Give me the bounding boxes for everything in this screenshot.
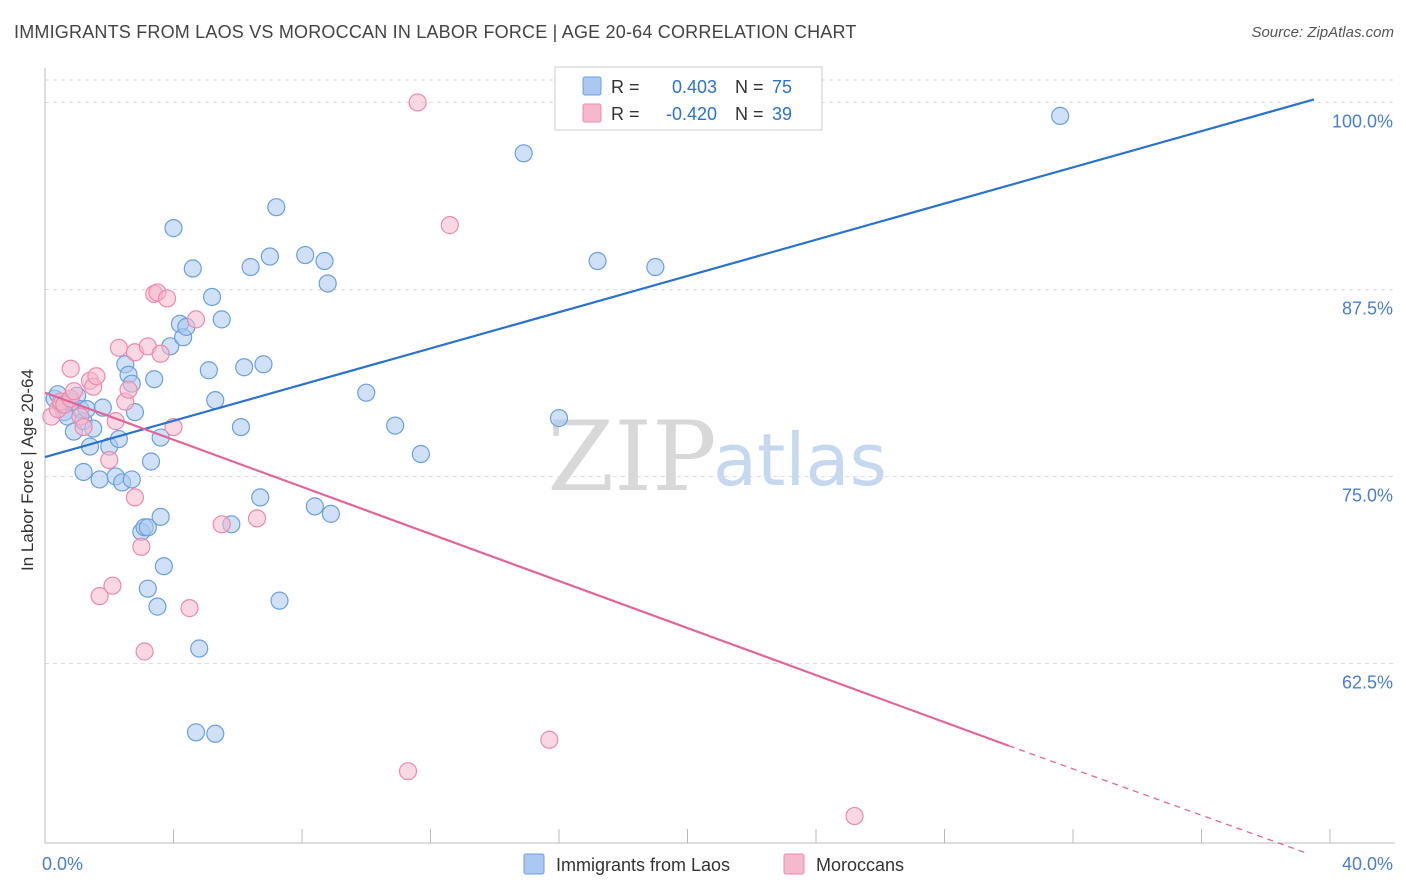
pink-point <box>540 730 559 749</box>
blue-point <box>549 409 569 428</box>
blue-point <box>90 470 109 489</box>
chart-title: IMMIGRANTS FROM LAOS VS MOROCCAN IN LABO… <box>14 22 857 42</box>
bottom-legend-label-laos: Immigrants from Laos <box>556 855 730 875</box>
pink-point <box>845 806 864 826</box>
blue-point <box>206 391 225 410</box>
pink-point <box>61 359 80 378</box>
pink-point <box>135 642 154 661</box>
pink-point <box>180 599 199 618</box>
trend-lines <box>44 98 1315 855</box>
watermark-atlas: atlas <box>713 418 887 502</box>
pink-point <box>87 367 106 386</box>
tick-labels: 100.0% 87.5% 75.0% 62.5% 0.0% 40.0% <box>42 111 1393 874</box>
bottom-legend-swatch-pink <box>783 853 805 875</box>
pink-point <box>100 450 119 470</box>
bottom-legend-label-moroccans: Moroccans <box>816 855 904 875</box>
pink-trend-extension <box>1008 745 1308 855</box>
pink-point <box>103 576 122 595</box>
source-label: Source: ZipAtlas.com <box>1251 24 1394 41</box>
blue-point <box>386 416 405 435</box>
blue-point <box>318 274 337 293</box>
pink-point <box>74 417 93 437</box>
legend-swatch-blue <box>582 76 602 96</box>
blue-point <box>321 504 341 523</box>
pink-point <box>125 488 145 507</box>
y-tick-label: 75.0% <box>1342 485 1393 505</box>
pink-point <box>186 310 206 329</box>
legend-box: R = 0.403 N = 75 R = -0.420 N = 39 <box>554 66 823 131</box>
pink-point <box>440 216 459 235</box>
legend-r-label-1: R = <box>611 77 640 97</box>
legend-n-label-2: N = <box>735 104 764 124</box>
blue-point <box>212 310 231 329</box>
pink-point <box>212 515 231 534</box>
legend-swatch-pink <box>582 103 602 123</box>
blue-point <box>1051 106 1070 126</box>
blue-point <box>164 219 183 238</box>
blue-point <box>148 597 167 616</box>
pink-point <box>109 338 128 357</box>
blue-point <box>260 247 279 266</box>
blue-point <box>357 383 376 402</box>
legend-r-value-2: -0.420 <box>666 104 717 124</box>
y-tick-label: 100.0% <box>1332 111 1393 131</box>
blue-point <box>231 417 251 437</box>
pink-point <box>119 380 138 399</box>
bottom-legend: Immigrants from Laos Moroccans <box>523 853 904 875</box>
blue-point <box>199 361 218 380</box>
blue-point <box>186 723 206 742</box>
pink-point <box>151 344 170 363</box>
blue-point <box>109 429 128 449</box>
legend-n-value-2: 39 <box>772 104 792 124</box>
legend-r-value-1: 0.403 <box>672 77 717 97</box>
blue-point <box>267 198 286 217</box>
blue-point <box>154 557 173 576</box>
blue-trend-line <box>44 98 1315 459</box>
blue-point <box>315 251 334 271</box>
y-tick-label: 62.5% <box>1342 672 1393 692</box>
blue-point <box>305 497 324 516</box>
blue-point <box>514 144 533 163</box>
legend-n-label-1: N = <box>735 77 764 97</box>
blue-point <box>138 579 157 598</box>
blue-point <box>588 251 607 271</box>
legend-r-label-2: R = <box>611 104 640 124</box>
pink-point <box>90 587 109 606</box>
blue-point <box>74 462 93 482</box>
blue-point <box>138 518 157 537</box>
blue-point <box>254 355 273 374</box>
blue-point <box>122 470 141 489</box>
pink-point <box>408 93 427 112</box>
axes <box>44 68 1395 844</box>
x-tick-label: 0.0% <box>42 854 83 874</box>
pink-point <box>398 762 418 781</box>
blue-point <box>251 488 270 507</box>
y-tick-label: 87.5% <box>1342 298 1393 318</box>
legend-n-value-1: 75 <box>772 77 792 97</box>
blue-point <box>296 245 315 265</box>
blue-point <box>190 639 209 658</box>
blue-point <box>141 452 161 471</box>
blue-point <box>411 444 430 464</box>
blue-point <box>206 724 225 743</box>
pink-point <box>157 289 177 308</box>
pink-point <box>132 537 151 556</box>
blue-point <box>151 507 170 526</box>
blue-point <box>145 370 164 389</box>
x-tick-label: 40.0% <box>1342 854 1393 874</box>
pink-trend-line <box>44 391 1010 747</box>
blue-point <box>270 591 289 610</box>
blue-point <box>202 287 222 307</box>
watermark: ZIP atlas <box>547 401 887 513</box>
blue-point <box>183 259 202 278</box>
blue-point <box>241 257 260 277</box>
blue-point <box>235 358 254 377</box>
blue-point <box>646 257 665 277</box>
watermark-zip: ZIP <box>547 401 716 513</box>
pink-point <box>64 382 84 401</box>
bottom-legend-swatch-blue <box>523 853 545 875</box>
pink-point <box>247 509 267 528</box>
